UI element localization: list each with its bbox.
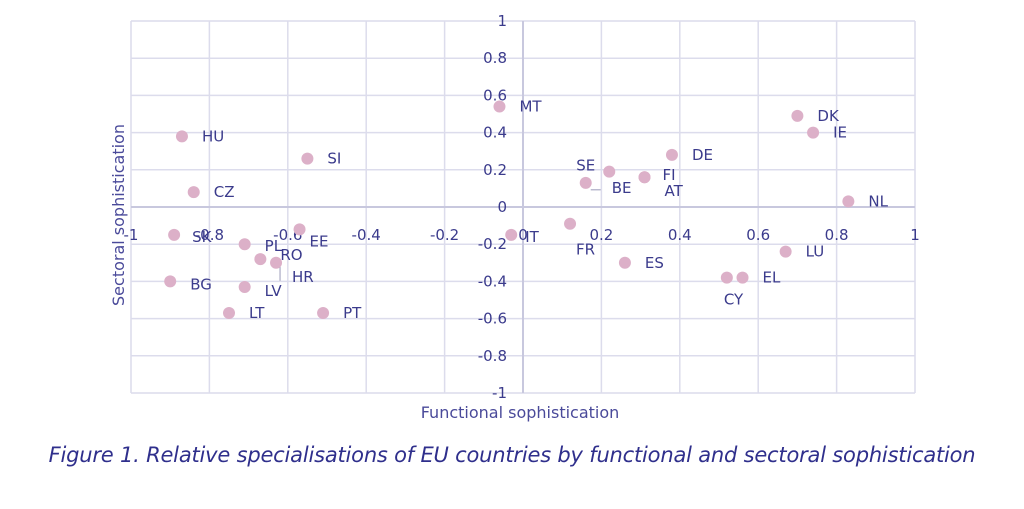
point-ro bbox=[254, 253, 267, 266]
point-it bbox=[505, 228, 518, 241]
point-cz bbox=[187, 186, 200, 199]
point-pl bbox=[238, 238, 251, 251]
point-label-pt: PT bbox=[343, 304, 362, 322]
point-nl bbox=[842, 195, 855, 208]
y-tick-label: 0.8 bbox=[483, 49, 507, 67]
point-label-cy: CY bbox=[724, 291, 744, 309]
point-label-hr: HR bbox=[292, 268, 314, 286]
figure-caption: Figure 1. Relative specialisations of EU… bbox=[48, 443, 976, 467]
point-label-si: SI bbox=[327, 150, 341, 168]
point-label-sk: SK bbox=[192, 228, 213, 246]
y-axis-title: Sectoral sophistication bbox=[109, 124, 128, 306]
y-tick-labels: 1 0.8 0.6 0.4 0.2 0 -0.2 -0.4 -0.6 -0.8 -1 bbox=[478, 12, 507, 402]
point-label-pl: PL bbox=[265, 237, 283, 255]
point-label-lt: LT bbox=[249, 304, 265, 322]
x-tick-label: -0.4 bbox=[352, 226, 381, 244]
point-label-fi: FI bbox=[663, 166, 676, 184]
x-tick-label: 0.4 bbox=[668, 226, 692, 244]
x-tick-label: -0.2 bbox=[430, 226, 459, 244]
point-el bbox=[736, 271, 749, 284]
y-tick-label: 0 bbox=[497, 198, 507, 216]
x-tick-labels: -1 -0.8 -0.6 -0.4 -0.2 0 0.2 0.4 0.6 0.8 1 bbox=[124, 226, 920, 244]
y-tick-label: -0.6 bbox=[478, 310, 507, 328]
x-tick-label: 1 bbox=[910, 226, 920, 244]
x-tick-label: -0.8 bbox=[195, 226, 224, 244]
point-label-el: EL bbox=[763, 269, 781, 287]
point-cy bbox=[720, 271, 733, 284]
point-label-hu: HU bbox=[202, 127, 224, 145]
y-tick-label: -0.2 bbox=[478, 235, 507, 253]
point-hr bbox=[270, 256, 283, 269]
point-lu bbox=[779, 245, 792, 258]
point-label-lv: LV bbox=[265, 282, 283, 300]
y-tick-label: 0.2 bbox=[483, 161, 507, 179]
y-tick-label: -0.8 bbox=[478, 347, 507, 365]
x-tick-label: 0.2 bbox=[589, 226, 613, 244]
point-label-lu: LU bbox=[806, 243, 825, 261]
point-be bbox=[579, 176, 592, 189]
point-bg bbox=[164, 275, 177, 288]
x-axis-title: Functional sophistication bbox=[421, 403, 620, 422]
point-hu bbox=[175, 130, 188, 143]
point-label-ro: RO bbox=[280, 246, 302, 264]
y-tick-label: -1 bbox=[492, 384, 507, 402]
y-tick-label: -0.4 bbox=[478, 272, 507, 290]
label-connectors bbox=[279, 189, 601, 281]
axes bbox=[131, 21, 915, 393]
point-at bbox=[638, 171, 651, 184]
x-tick-label: 0.8 bbox=[825, 226, 849, 244]
point-pt bbox=[317, 307, 330, 320]
point-label-cz: CZ bbox=[214, 183, 235, 201]
point-label-de: DE bbox=[692, 146, 713, 164]
point-ee bbox=[293, 223, 306, 236]
scatter-chart: -1 -0.8 -0.6 -0.4 -0.2 0 0.2 0.4 0.6 0.8 1 1 0.8 0.6… bbox=[109, 12, 920, 422]
point-label-be: BE bbox=[612, 179, 632, 197]
point-label-dk: DK bbox=[817, 107, 840, 125]
point-lv bbox=[238, 280, 251, 293]
point-ie bbox=[807, 126, 820, 139]
point-label-nl: NL bbox=[868, 192, 888, 210]
x-tick-label: -1 bbox=[124, 226, 139, 244]
point-mt bbox=[493, 100, 506, 113]
point-label-es: ES bbox=[645, 254, 664, 272]
x-tick-label: 0 bbox=[518, 226, 528, 244]
x-tick-label: 0.6 bbox=[746, 226, 770, 244]
point-label-mt: MT bbox=[519, 98, 542, 116]
point-lt bbox=[223, 307, 235, 320]
y-tick-label: 0.6 bbox=[483, 86, 507, 104]
point-label-ee: EE bbox=[310, 232, 329, 250]
point-label-it: IT bbox=[525, 228, 539, 246]
data-points bbox=[164, 100, 855, 320]
point-label-se: SE bbox=[576, 157, 595, 175]
point-de bbox=[665, 148, 678, 161]
point-label-fr: FR bbox=[576, 241, 595, 259]
point-label-bg: BG bbox=[190, 275, 212, 293]
y-tick-label: 0.4 bbox=[483, 124, 507, 142]
point-label-ie: IE bbox=[833, 124, 847, 142]
y-tick-label: 1 bbox=[497, 12, 507, 30]
point-sk bbox=[168, 228, 181, 241]
point-es bbox=[618, 256, 631, 269]
point-label-at: AT bbox=[665, 182, 684, 200]
point-si bbox=[301, 152, 314, 165]
point-se bbox=[603, 165, 616, 178]
point-dk bbox=[791, 109, 804, 122]
point-fr bbox=[564, 217, 577, 230]
